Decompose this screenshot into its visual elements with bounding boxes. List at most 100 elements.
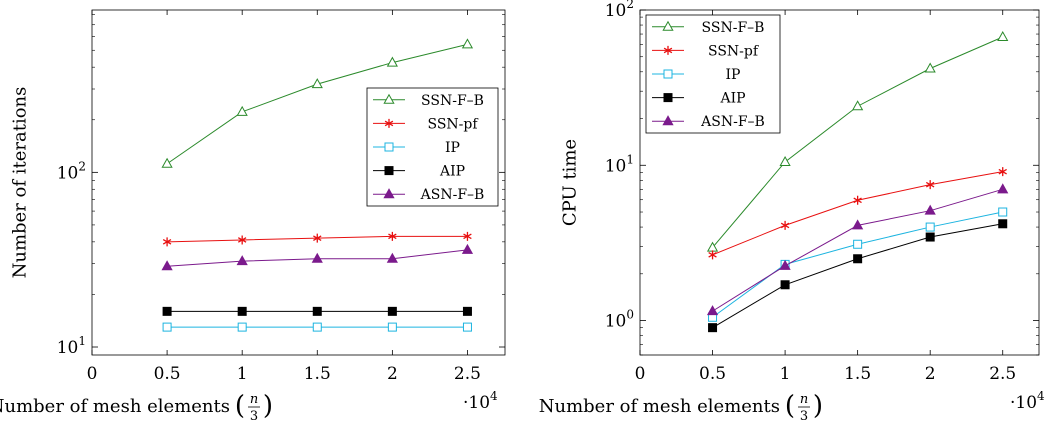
y-axis-title: Number of iterations [10,87,31,279]
data-point [925,180,935,190]
y-tick-exponent: 1 [626,152,634,166]
data-point [162,322,172,332]
y-axis-title: CPU time [560,139,581,226]
series-IP [162,322,472,332]
legend-entry: AIP [652,91,746,107]
legend-marker [663,69,673,79]
legend-marker [383,188,395,199]
data-point [924,204,936,215]
legend-marker [663,45,673,55]
x-axis-paren-left: ( [235,391,245,421]
x-axis-multiplier-exponent: 4 [1037,389,1045,403]
data-point [462,306,472,316]
legend-label: ASN-F–B [420,187,485,203]
y-tick-base: 10 [605,156,627,176]
legend-marker [662,115,674,126]
data-point [780,220,790,230]
plot-frame [639,9,1040,356]
legend-label: IP [445,140,460,156]
x-tick-label: 1 [237,364,248,384]
data-point [852,219,864,230]
data-point [312,322,322,332]
data-point [162,237,172,247]
x-axis-fraction-numerator: n [250,392,258,407]
y-tick-base: 10 [605,1,627,21]
series-AIP [162,306,472,316]
x-tick-label: 0 [635,364,646,384]
data-point [236,255,248,266]
data-point [779,259,791,270]
series-ASN-F–B [706,183,1009,316]
y-tick-label: 101 [57,334,86,358]
legend-label: SSN-F–B [702,20,765,36]
x-axis-multiplier-base: ·10 [1010,393,1037,413]
data-point [853,254,863,264]
series-SSN-pf [162,231,472,247]
data-point [463,231,472,241]
x-axis-multiplier: ·104 [463,389,498,413]
y-tick-exponent: 0 [626,308,634,322]
data-point [237,322,247,332]
data-point [237,306,247,316]
legend-marker [384,142,394,152]
data-point [161,260,173,271]
x-axis-paren-right: ) [263,391,273,421]
y-tick-label: 100 [605,308,634,332]
data-point [311,252,323,263]
data-point [853,195,862,205]
x-tick-label: 1 [780,364,791,384]
data-point [237,235,247,245]
data-point [386,56,398,67]
data-point [708,323,718,333]
data-point [853,239,863,249]
series-line [712,188,1003,312]
data-point [780,280,790,290]
data-point [706,305,719,316]
legend-label: AIP [719,91,745,107]
y-tick-label: 102 [57,159,86,183]
y-tick-label: 102 [605,0,634,21]
legend-entry: IP [652,67,740,83]
data-point [388,231,397,241]
x-axis-title: Number of mesh elements [0,396,230,417]
x-tick-label: 1.5 [844,364,871,384]
x-tick-label: 2.5 [454,364,481,384]
y-tick-base: 10 [605,312,627,332]
legend-entry: IP [373,140,460,156]
x-axis-fraction-denominator: 3 [250,409,258,423]
x-axis-fraction-denominator: 3 [800,409,808,423]
y-tick-exponent: 1 [78,334,86,348]
x-axis-fraction-numerator: n [800,392,808,407]
legend-label: IP [726,67,741,83]
legend-entry: AIP [373,164,465,180]
data-point [998,207,1008,217]
series-SSN-pf [708,167,1007,260]
legend-label: AIP [439,164,465,180]
x-axis-multiplier: ·104 [1010,389,1045,413]
x-axis-paren-left: ( [785,391,795,421]
legend-marker [384,118,394,128]
x-axis-paren-right: ) [813,391,823,421]
x-axis-title: Number of mesh elements [539,396,780,417]
data-point [461,243,474,254]
x-tick-label: 2 [387,364,398,384]
legend-marker [383,93,395,104]
data-point [852,100,864,111]
data-point [311,78,323,89]
x-tick-label: 0.5 [154,364,181,384]
legend: SSN-F–B SSN-pf IP AIP ASN-F–B [366,87,499,207]
y-tick-base: 10 [57,338,79,358]
series-SSN-F–B [706,30,1009,252]
data-point [924,62,936,73]
data-point [998,219,1008,229]
data-point [925,222,935,232]
legend-entry: ASN-F–B [373,187,484,203]
data-point [779,155,791,166]
y-tick-base: 10 [57,163,79,183]
x-tick-label: 2 [925,364,936,384]
data-point [161,157,173,168]
